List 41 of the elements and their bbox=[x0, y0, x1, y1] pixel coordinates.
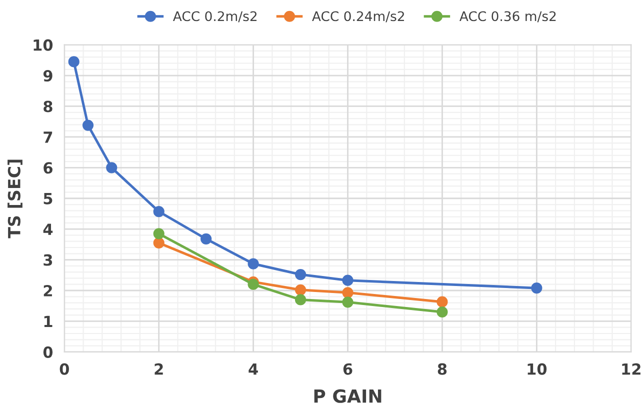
point bbox=[342, 274, 354, 286]
y-tick-label: 3 bbox=[44, 254, 52, 266]
point bbox=[294, 294, 306, 306]
point bbox=[153, 237, 164, 248]
y-tick-label: 8 bbox=[44, 100, 52, 112]
point bbox=[153, 228, 164, 240]
point bbox=[342, 296, 354, 308]
x-tick-label: 10 bbox=[528, 363, 547, 375]
y-tick-label: 9 bbox=[43, 70, 52, 82]
point bbox=[248, 258, 259, 270]
point bbox=[436, 306, 448, 318]
y-tick-label: 4 bbox=[43, 224, 53, 235]
point bbox=[106, 162, 118, 174]
point bbox=[200, 233, 212, 244]
point bbox=[531, 282, 542, 294]
x-tick-label: 8 bbox=[438, 363, 447, 375]
point bbox=[68, 56, 80, 68]
x-tick-label: 2 bbox=[154, 363, 163, 375]
legend-label: ACC 0.2m/s2 bbox=[172, 11, 257, 22]
x-axis-title: P GAIN bbox=[314, 389, 382, 403]
y-tick-label: 1 bbox=[44, 316, 52, 328]
y-tick-label: 6 bbox=[44, 162, 52, 174]
y-tick-label: 10 bbox=[34, 39, 53, 51]
x-tick-label: 4 bbox=[248, 364, 258, 375]
y-axis-title: TS [SEC] bbox=[8, 160, 22, 238]
legend-label: ACC 0.36 m/s2 bbox=[460, 11, 556, 22]
x-tick-label: 6 bbox=[343, 363, 352, 375]
y-tick-label: 0 bbox=[43, 346, 53, 358]
point bbox=[436, 296, 448, 308]
legend-label: ACC 0.24m/s2 bbox=[312, 11, 404, 22]
x-tick-label: 12 bbox=[622, 363, 640, 375]
y-tick-label: 2 bbox=[44, 284, 52, 296]
point bbox=[342, 287, 354, 298]
y-tick-label: 5 bbox=[44, 193, 52, 204]
x-tick-label: 0 bbox=[60, 363, 69, 375]
point bbox=[248, 278, 259, 290]
point bbox=[294, 284, 306, 296]
point bbox=[294, 268, 306, 280]
point bbox=[153, 206, 164, 218]
y-tick-label: 7 bbox=[44, 132, 52, 143]
point bbox=[82, 120, 94, 131]
